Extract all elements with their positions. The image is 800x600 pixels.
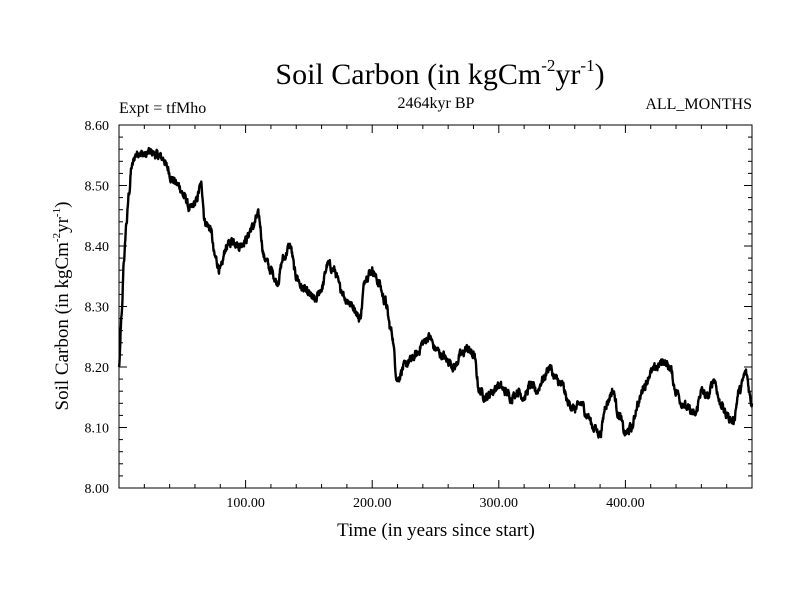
x-axis-title: Time (in years since start) — [337, 520, 535, 541]
x-tick-label: 300.00 — [480, 496, 519, 511]
plot-frame — [118, 124, 753, 489]
series-line-soil-carbon — [117, 146, 754, 439]
y-tick-label: 8.30 — [85, 301, 110, 316]
x-tick-label: 400.00 — [606, 496, 645, 511]
y-axis-title: Soil Carbon (in kgCm-2yr-1) — [51, 202, 73, 411]
y-tick-label: 8.00 — [85, 482, 110, 497]
y-tick-label: 8.60 — [85, 119, 110, 134]
subtitle-time: 2464kyr BP — [398, 95, 475, 112]
y-tick-label: 8.40 — [85, 240, 110, 255]
y-axis-title-sup1: -2 — [51, 233, 63, 242]
y-ticks: 8.00 8.10 8.20 8.30 8.40 8.50 8.60 — [85, 119, 752, 497]
series-group — [117, 146, 754, 439]
subtitle-months: ALL_MONTHS — [645, 96, 752, 113]
y-axis-title-end: ) — [52, 202, 73, 208]
chart-title-sup1: -2 — [541, 56, 555, 75]
chart-title-main: Soil Carbon (in kgCm — [275, 58, 541, 91]
y-tick-label: 8.10 — [85, 422, 110, 437]
y-axis-title-main: Soil Carbon (in kgCm — [52, 242, 73, 411]
x-tick-label: 200.00 — [353, 496, 392, 511]
y-tick-label: 8.50 — [85, 180, 110, 195]
chart-title-mid: yr — [555, 58, 580, 91]
y-axis-title-sup2: -1 — [51, 208, 63, 217]
subtitle-expt: Expt = tfMho — [119, 100, 206, 117]
chart-title: Soil Carbon (in kgCm-2yr-1) — [275, 56, 604, 91]
y-tick-label: 8.20 — [85, 361, 110, 376]
x-tick-label: 100.00 — [226, 496, 265, 511]
chart-title-sup2: -1 — [580, 56, 594, 75]
x-ticks: 100.00 200.00 300.00 400.00 — [143, 125, 728, 511]
y-axis-title-mid: yr — [52, 216, 73, 233]
chart-title-end: ) — [595, 58, 605, 91]
